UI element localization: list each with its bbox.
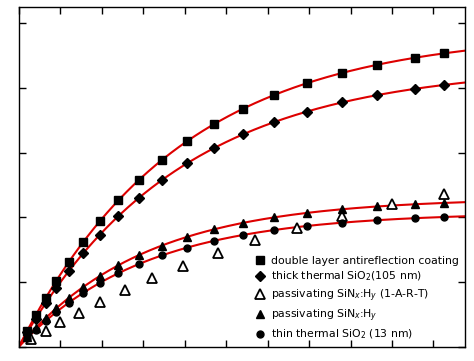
double layer antireflection coating [240,107,246,111]
thin thermal SiO$_2$ (13 nm) [54,310,59,314]
thin thermal SiO$_2$ (13 nm) [374,218,380,222]
thin thermal SiO$_2$ (13 nm) [412,216,418,220]
double layer antireflection coating [271,93,277,97]
passivating SiN$_x$:H$_y$ [240,221,246,225]
thin thermal SiO$_2$ (13 nm) [339,221,345,225]
passivating SiN$_x$:H$_y$ [412,202,418,206]
thin thermal SiO$_2$ (13 nm) [304,224,310,228]
passivating SiN$_x$:H$_y$ [54,306,59,310]
passivating SiN$_x$:H$_y$ [304,211,310,215]
double layer antireflection coating [81,240,86,244]
double layer antireflection coating [339,71,345,75]
passivating SiN$_x$:H$_y$ (1-A-R-T) [28,337,34,341]
passivating SiN$_x$:H$_y$ [441,201,447,205]
passivating SiN$_x$:H$_y$ [159,243,165,248]
thick thermal SiO$_2$(105 nm) [304,109,310,114]
passivating SiN$_x$:H$_y$ (1-A-R-T) [339,214,345,218]
double layer antireflection coating [43,295,49,300]
double layer antireflection coating [33,313,38,318]
passivating SiN$_x$:H$_y$ [66,296,72,300]
thin thermal SiO$_2$ (13 nm) [24,336,30,340]
thick thermal SiO$_2$(105 nm) [137,196,142,200]
passivating SiN$_x$:H$_y$ (1-A-R-T) [76,310,82,315]
thin thermal SiO$_2$ (13 nm) [240,233,246,237]
double layer antireflection coating [304,81,310,85]
passivating SiN$_x$:H$_y$ [374,204,380,209]
passivating SiN$_x$:H$_y$ (1-A-R-T) [389,202,395,206]
thick thermal SiO$_2$(105 nm) [339,100,345,105]
thick thermal SiO$_2$(105 nm) [271,120,277,125]
Line: passivating SiN$_x$:H$_y$ (1-A-R-T): passivating SiN$_x$:H$_y$ (1-A-R-T) [27,189,449,344]
passivating SiN$_x$:H$_y$ (1-A-R-T) [294,226,300,230]
thick thermal SiO$_2$(105 nm) [159,178,165,182]
double layer antireflection coating [66,260,72,264]
passivating SiN$_x$:H$_y$ [81,285,86,289]
thick thermal SiO$_2$(105 nm) [184,161,190,166]
Line: thin thermal SiO$_2$ (13 nm): thin thermal SiO$_2$ (13 nm) [24,213,447,342]
thick thermal SiO$_2$(105 nm) [97,232,103,237]
double layer antireflection coating [211,122,217,126]
passivating SiN$_x$:H$_y$ [116,263,121,268]
double layer antireflection coating [137,178,142,182]
passivating SiN$_x$:H$_y$ [137,253,142,257]
double layer antireflection coating [54,279,59,283]
thin thermal SiO$_2$ (13 nm) [137,262,142,266]
double layer antireflection coating [97,219,103,223]
thick thermal SiO$_2$(105 nm) [412,87,418,91]
passivating SiN$_x$:H$_y$ (1-A-R-T) [43,329,49,333]
thin thermal SiO$_2$ (13 nm) [441,215,447,219]
double layer antireflection coating [159,158,165,162]
double layer antireflection coating [441,51,447,56]
passivating SiN$_x$:H$_y$ [24,335,30,339]
passivating SiN$_x$:H$_y$ (1-A-R-T) [97,300,103,304]
thick thermal SiO$_2$(105 nm) [81,251,86,256]
Line: passivating SiN$_x$:H$_y$: passivating SiN$_x$:H$_y$ [23,199,448,341]
passivating SiN$_x$:H$_y$ (1-A-R-T) [252,238,258,243]
thin thermal SiO$_2$ (13 nm) [66,301,72,305]
thick thermal SiO$_2$(105 nm) [441,83,447,87]
thin thermal SiO$_2$ (13 nm) [159,253,165,257]
thick thermal SiO$_2$(105 nm) [240,132,246,136]
passivating SiN$_x$:H$_y$ [97,274,103,278]
thin thermal SiO$_2$ (13 nm) [81,291,86,295]
passivating SiN$_x$:H$_y$ [184,235,190,239]
double layer antireflection coating [374,62,380,67]
Legend: double layer antireflection coating, thick thermal SiO$_2$(105 nm), passivating : double layer antireflection coating, thi… [253,254,461,343]
passivating SiN$_x$:H$_y$ (1-A-R-T) [149,276,155,280]
passivating SiN$_x$:H$_y$ [43,316,49,320]
thick thermal SiO$_2$(105 nm) [66,269,72,273]
thick thermal SiO$_2$(105 nm) [24,330,30,335]
Line: thick thermal SiO$_2$(105 nm): thick thermal SiO$_2$(105 nm) [24,82,447,336]
thin thermal SiO$_2$ (13 nm) [184,245,190,250]
thick thermal SiO$_2$(105 nm) [33,317,38,321]
thin thermal SiO$_2$ (13 nm) [33,328,38,332]
passivating SiN$_x$:H$_y$ [211,227,217,232]
thin thermal SiO$_2$ (13 nm) [211,239,217,243]
double layer antireflection coating [24,329,30,333]
passivating SiN$_x$:H$_y$ [271,215,277,219]
thin thermal SiO$_2$ (13 nm) [116,271,121,275]
passivating SiN$_x$:H$_y$ (1-A-R-T) [215,251,221,255]
thin thermal SiO$_2$ (13 nm) [97,281,103,285]
thick thermal SiO$_2$(105 nm) [54,286,59,290]
passivating SiN$_x$:H$_y$ (1-A-R-T) [180,264,185,268]
passivating SiN$_x$:H$_y$ (1-A-R-T) [441,192,447,196]
thin thermal SiO$_2$ (13 nm) [43,318,49,323]
double layer antireflection coating [412,56,418,60]
double layer antireflection coating [184,139,190,144]
passivating SiN$_x$:H$_y$ [339,207,345,212]
thick thermal SiO$_2$(105 nm) [43,301,49,305]
Line: double layer antireflection coating: double layer antireflection coating [23,49,448,335]
thick thermal SiO$_2$(105 nm) [211,146,217,151]
passivating SiN$_x$:H$_y$ [33,326,38,330]
thick thermal SiO$_2$(105 nm) [116,214,121,218]
passivating SiN$_x$:H$_y$ (1-A-R-T) [57,320,63,325]
thin thermal SiO$_2$ (13 nm) [271,228,277,232]
thick thermal SiO$_2$(105 nm) [374,93,380,97]
double layer antireflection coating [116,198,121,203]
passivating SiN$_x$:H$_y$ (1-A-R-T) [122,288,128,292]
